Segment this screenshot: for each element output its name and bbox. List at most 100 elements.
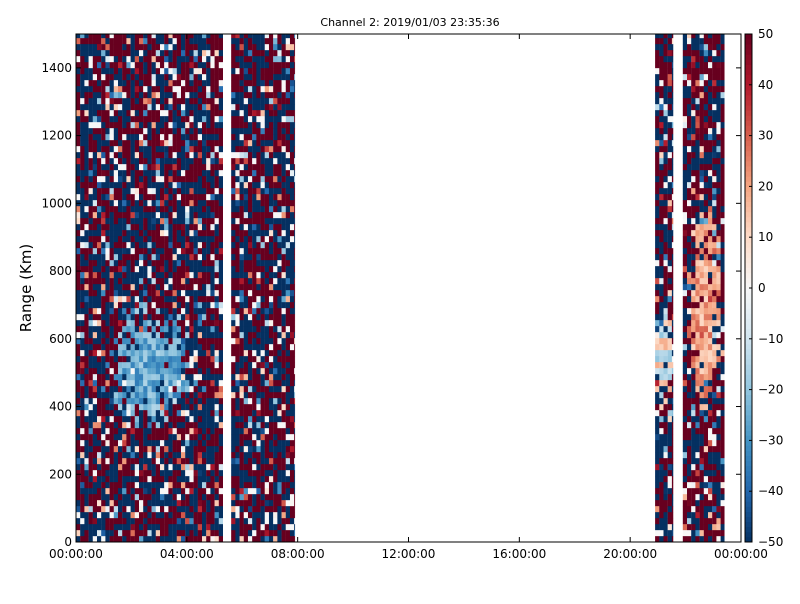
heatmap-cell — [160, 518, 165, 525]
heatmap-cell — [218, 182, 223, 189]
heatmap-cell — [139, 518, 144, 525]
heatmap-cell — [143, 314, 148, 321]
heatmap-cell — [667, 308, 673, 315]
heatmap-cell — [130, 416, 135, 423]
heatmap-cell — [671, 266, 674, 273]
heatmap-cell — [147, 530, 152, 537]
heatmap-cell — [122, 74, 127, 81]
heatmap-cell — [691, 374, 696, 381]
heatmap-cell — [185, 362, 190, 369]
heatmap-cell — [101, 518, 106, 525]
heatmap-cell — [667, 206, 673, 213]
heatmap-cell — [126, 494, 131, 501]
heatmap-cell — [231, 254, 236, 261]
heatmap-cell — [181, 92, 186, 99]
heatmap-cell — [113, 140, 119, 147]
heatmap-cell — [122, 80, 127, 87]
heatmap-cell — [264, 326, 270, 333]
heatmap-cell — [687, 338, 692, 345]
heatmap-cell — [210, 308, 215, 315]
heatmap-cell — [92, 254, 98, 261]
heatmap-cell — [264, 116, 270, 123]
heatmap-cell — [281, 116, 286, 123]
heatmap-cell — [109, 500, 114, 507]
heatmap-cell — [92, 146, 98, 153]
heatmap-cell — [80, 34, 85, 39]
heatmap-cell — [92, 506, 98, 513]
heatmap-cell — [687, 38, 692, 45]
heatmap-cell — [235, 482, 240, 489]
heatmap-cell — [202, 308, 207, 315]
heatmap-cell — [97, 158, 102, 165]
heatmap-cell — [130, 34, 135, 39]
heatmap-cell — [160, 212, 165, 219]
heatmap-cell — [671, 92, 674, 99]
heatmap-cell — [193, 422, 198, 429]
heatmap-cell — [273, 116, 278, 123]
heatmap-cell — [243, 62, 249, 69]
heatmap-cell — [289, 224, 295, 231]
heatmap-cell — [134, 284, 140, 291]
heatmap-cell — [273, 446, 278, 453]
heatmap-cell — [84, 260, 89, 267]
heatmap-cell — [155, 128, 161, 135]
heatmap-cell — [126, 386, 131, 393]
heatmap-cell — [659, 350, 664, 357]
heatmap-cell — [134, 116, 140, 123]
heatmap-cell — [172, 494, 177, 501]
heatmap-cell — [122, 170, 127, 177]
heatmap-cell — [122, 344, 127, 351]
heatmap-cell — [252, 134, 257, 141]
heatmap-cell — [235, 188, 240, 195]
heatmap-cell — [88, 254, 93, 261]
heatmap-cell — [176, 422, 182, 429]
heatmap-cell — [130, 464, 135, 471]
heatmap-cell — [168, 350, 173, 357]
heatmap-cell — [109, 188, 114, 195]
heatmap-cell — [109, 470, 114, 477]
heatmap-cell — [130, 392, 135, 399]
heatmap-cell — [80, 476, 85, 483]
heatmap-cell — [160, 392, 165, 399]
heatmap-cell — [139, 98, 144, 105]
heatmap-cell — [130, 134, 135, 141]
heatmap-cell — [134, 254, 140, 261]
heatmap-cell — [164, 296, 169, 303]
heatmap-cell — [247, 446, 253, 453]
heatmap-cell — [197, 170, 203, 177]
heatmap-cell — [281, 236, 286, 243]
heatmap-cell — [76, 194, 81, 201]
heatmap-cell — [273, 488, 278, 495]
heatmap-cell — [268, 452, 274, 459]
heatmap-cell — [655, 170, 660, 177]
heatmap-cell — [252, 272, 257, 279]
heatmap-cell — [655, 218, 660, 225]
heatmap-cell — [155, 254, 161, 261]
heatmap-cell — [210, 92, 215, 99]
heatmap-cell — [264, 146, 270, 153]
heatmap-cell — [193, 200, 198, 207]
heatmap-cell — [160, 314, 165, 321]
heatmap-cell — [264, 332, 270, 339]
heatmap-cell — [235, 44, 240, 51]
heatmap-cell — [256, 34, 261, 39]
heatmap-cell — [143, 386, 148, 393]
heatmap-cell — [256, 248, 261, 255]
heatmap-cell — [143, 464, 148, 471]
heatmap-cell — [109, 86, 114, 93]
heatmap-cell — [663, 302, 668, 309]
heatmap-cell — [134, 80, 140, 87]
heatmap-cell — [155, 416, 161, 423]
heatmap-cell — [122, 368, 127, 375]
heatmap-cell — [181, 260, 186, 267]
heatmap-cell — [92, 110, 98, 117]
heatmap-cell — [109, 272, 114, 279]
heatmap-cell — [260, 212, 265, 219]
heatmap-cell — [151, 146, 156, 153]
heatmap-cell — [134, 242, 140, 249]
heatmap-cell — [122, 248, 127, 255]
heatmap-cell — [659, 188, 664, 195]
heatmap-cell — [109, 176, 114, 183]
heatmap-cell — [231, 458, 236, 465]
heatmap-cell — [84, 284, 89, 291]
